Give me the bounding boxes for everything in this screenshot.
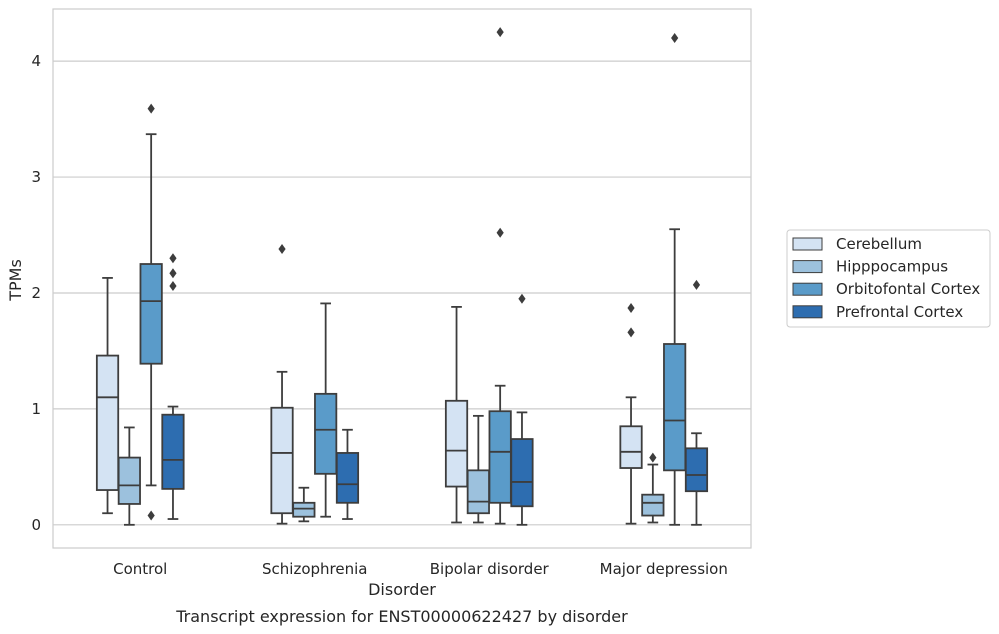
box-1-1	[292, 486, 316, 523]
box-1-2	[314, 302, 338, 518]
legend-items: Cerebellum Hipppocampus Orbitofontal Corte…	[792, 235, 980, 321]
outlier-point	[671, 32, 679, 43]
y-tick-label: 4	[31, 52, 41, 70]
outlier-point	[627, 303, 635, 314]
box-3-2	[663, 32, 687, 526]
outlier-point	[169, 268, 177, 279]
box-2-3	[510, 293, 534, 526]
boxes-layer	[95, 27, 709, 526]
y-axis-label: TPMs	[6, 259, 25, 302]
y-tick-label: 2	[31, 284, 41, 302]
chart-caption: Transcript expression for ENST0000062242…	[175, 607, 628, 626]
outlier-point	[147, 510, 155, 521]
x-tick-label: Schizophrenia	[262, 560, 367, 578]
iqr-box	[95, 354, 120, 491]
y-tick-labels: 0 1 2 3 4	[31, 52, 41, 534]
iqr-box	[488, 410, 512, 504]
box-0-1	[117, 426, 141, 526]
legend-swatch	[792, 237, 823, 251]
box-3-1	[641, 452, 665, 524]
legend-label: Cerebellum	[836, 235, 922, 253]
box-2-0	[444, 305, 469, 524]
iqr-box	[663, 343, 687, 472]
x-tick-label: Major depression	[600, 560, 728, 578]
iqr-box	[161, 413, 185, 490]
legend-frame	[786, 229, 991, 328]
box-2-1	[466, 414, 490, 524]
iqr-box	[335, 452, 360, 504]
legend: Cerebellum Hipppocampus Orbitofontal Corte…	[786, 229, 991, 328]
iqr-box	[619, 425, 643, 469]
y-tick-label: 3	[31, 168, 41, 186]
legend-label: Orbitofontal Cortex	[836, 280, 980, 298]
legend-swatch	[792, 260, 823, 274]
iqr-box	[314, 392, 338, 475]
outlier-point	[496, 227, 504, 238]
box-3-0	[619, 303, 643, 525]
y-tick-label: 0	[31, 516, 41, 534]
x-axis-label: Disorder	[368, 580, 436, 599]
iqr-box	[466, 469, 490, 515]
iqr-box	[292, 501, 316, 518]
iqr-box	[641, 493, 665, 517]
legend-swatch	[792, 282, 823, 296]
iqr-box	[139, 263, 163, 365]
box-3-3	[684, 279, 709, 526]
iqr-box	[684, 447, 709, 493]
outlier-point	[496, 27, 504, 38]
outlier-point	[278, 243, 286, 254]
y-tick-label: 1	[31, 400, 41, 418]
x-tick-label: Control	[113, 560, 167, 578]
outlier-point	[627, 327, 635, 338]
box-0-0	[95, 277, 120, 515]
legend-swatch	[792, 305, 823, 319]
outlier-point	[692, 279, 701, 290]
box-0-2	[139, 103, 163, 521]
box-1-0	[270, 243, 294, 525]
box-0-3	[161, 253, 185, 520]
outlier-point	[649, 452, 657, 463]
outlier-point	[518, 293, 526, 304]
x-tick-labels: Control Schizophrenia Bipolar disorder Majo…	[113, 560, 728, 578]
iqr-box	[444, 399, 469, 488]
iqr-box	[270, 406, 294, 515]
box-1-3	[335, 428, 360, 520]
outlier-point	[169, 253, 177, 264]
outlier-point	[147, 103, 155, 114]
gridlines	[53, 60, 751, 526]
outlier-point	[169, 281, 177, 292]
legend-label: Hipppocampus	[836, 258, 948, 276]
iqr-box	[117, 456, 141, 505]
box-2-2	[488, 27, 512, 525]
x-tick-label: Bipolar disorder	[430, 560, 550, 578]
iqr-box	[510, 438, 534, 508]
plot-frame	[52, 8, 752, 549]
legend-label: Prefrontal Cortex	[836, 303, 963, 321]
